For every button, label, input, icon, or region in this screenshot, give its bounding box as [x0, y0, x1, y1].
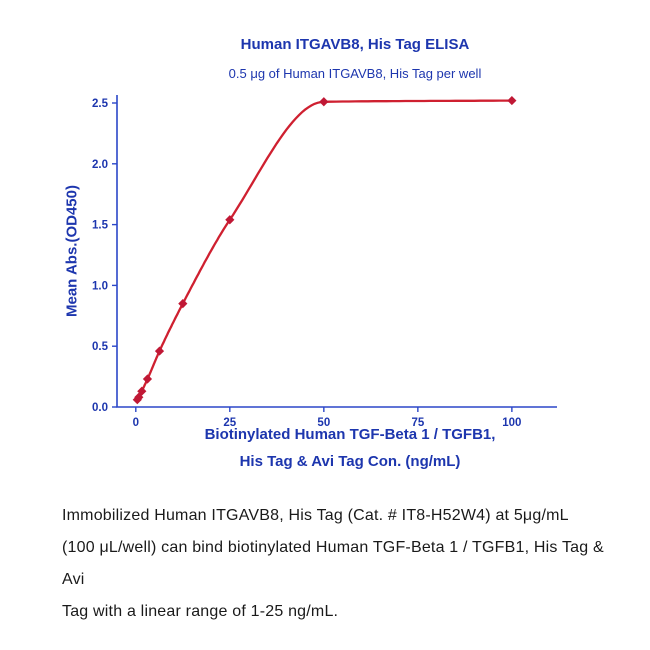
x-axis-label-line2: His Tag & Avi Tag Con. (ng/mL) [239, 453, 461, 470]
data-point-marker [507, 95, 517, 106]
data-point-marker [319, 97, 329, 107]
y-tick-label: 0.5 [92, 341, 109, 353]
y-tick-label: 0.0 [92, 402, 108, 414]
data-point-marker [225, 215, 235, 225]
chart-subtitle: 0.5 μg of Human ITGAVB8, His Tag per wel… [228, 66, 482, 81]
x-tick-label: 25 [223, 417, 236, 429]
data-point-marker [134, 392, 144, 402]
elisa-curve-plot: 0 25 50 75 100 0.0 0.5 1.0 1.5 2.0 2.5 [92, 95, 557, 429]
x-axis-label-line1: Biotinylated Human TGF-Beta 1 / TGFB1, [204, 426, 496, 443]
y-tick-label: 1.5 [92, 220, 109, 232]
y-tick-label: 1.0 [92, 280, 108, 292]
data-point-marker [142, 374, 153, 384]
data-point-marker [154, 346, 165, 356]
x-tick-label: 100 [502, 417, 521, 429]
y-tick-label: 2.5 [92, 98, 109, 110]
caption-line-2: (100 μL/well) can bind biotinylated Huma… [62, 539, 604, 588]
caption-line-3: Tag with a linear range of 1-25 ng/mL. [62, 603, 339, 620]
data-point-marker [137, 386, 147, 396]
chart-title: Human ITGAVB8, His Tag ELISA [240, 36, 470, 53]
x-tick-label: 75 [411, 417, 424, 429]
axes [116, 95, 557, 408]
fit-curve [136, 99, 514, 401]
data-point-marker [178, 299, 188, 309]
x-tick-label: 50 [317, 417, 330, 429]
figure-caption: Immobilized Human ITGAVB8, His Tag (Cat.… [62, 500, 627, 628]
y-tick-label: 2.0 [92, 159, 108, 171]
caption-line-1: Immobilized Human ITGAVB8, His Tag (Cat.… [62, 507, 569, 524]
x-tick-label: 0 [133, 417, 139, 429]
